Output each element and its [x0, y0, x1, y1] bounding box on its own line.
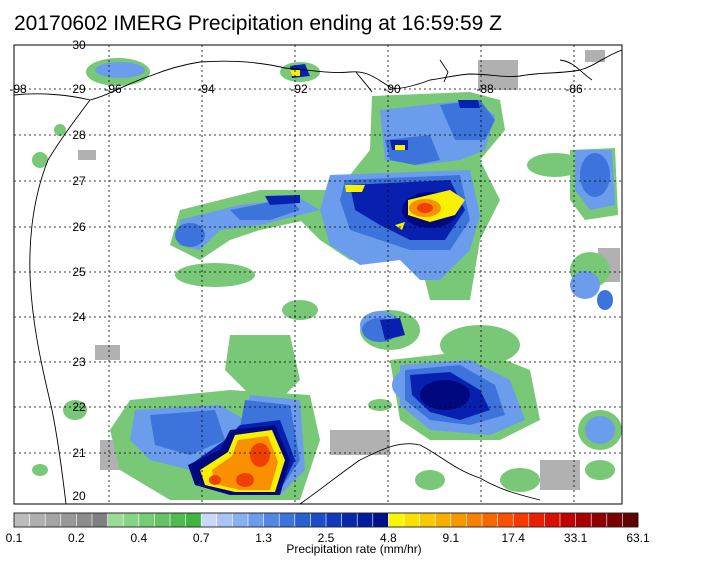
- lat-label: 23: [72, 355, 86, 369]
- colorbar-label: Precipitation rate (mm/hr): [286, 542, 422, 556]
- lat-label: 22: [72, 400, 86, 414]
- lat-label: 30: [72, 38, 86, 52]
- lon-label: -94: [197, 82, 215, 96]
- lat-label: 20: [72, 489, 86, 503]
- lon-label: -86: [565, 82, 583, 96]
- precip-red-areas: [209, 203, 433, 487]
- lon-label: -90: [383, 82, 401, 96]
- lon-label: -92: [290, 82, 308, 96]
- lon-label: -98: [9, 82, 27, 96]
- precip-green-areas: [32, 58, 622, 500]
- lat-label: 27: [72, 174, 86, 188]
- map-frame: [13, 44, 623, 505]
- lon-label: -88: [476, 82, 494, 96]
- lat-label: 24: [72, 310, 86, 324]
- lat-label: 21: [72, 446, 86, 460]
- longitude-labels: -98 -96 -94 -92 -90 -88 -86: [9, 82, 583, 96]
- lat-label: 29: [72, 82, 86, 96]
- lat-label: 26: [72, 220, 86, 234]
- lon-label: -96: [104, 82, 122, 96]
- coastline: [14, 49, 622, 504]
- lat-label: 25: [72, 265, 86, 279]
- lat-label: 28: [72, 128, 86, 142]
- latitude-labels: 30 29 28 27 26 25 24 23 22 21 20: [72, 38, 86, 503]
- map-title: 20170602 IMERG Precipitation ending at 1…: [14, 12, 502, 35]
- graticule: [14, 45, 622, 504]
